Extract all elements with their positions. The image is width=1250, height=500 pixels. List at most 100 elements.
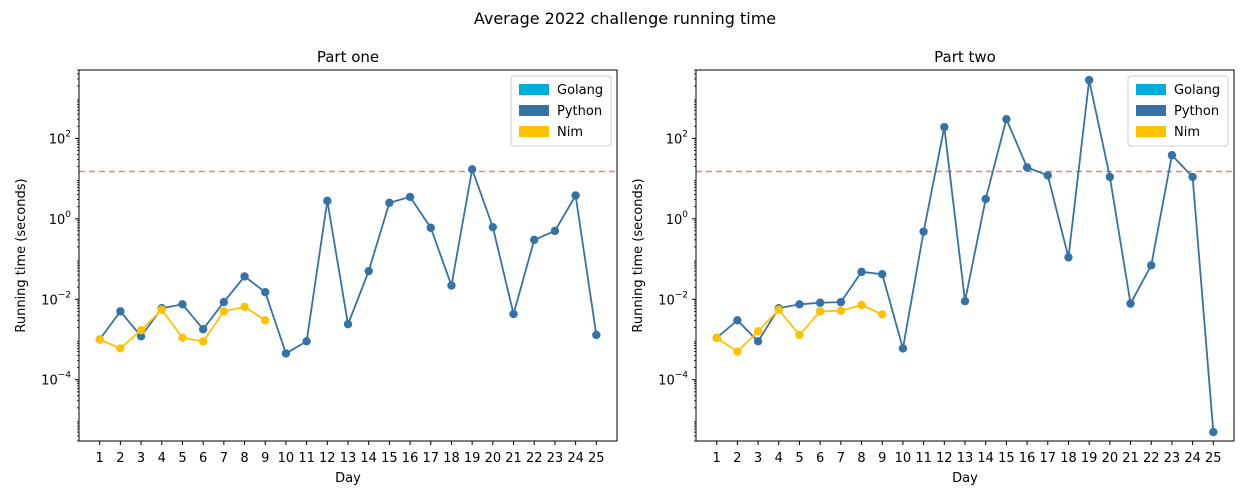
y-tick-label: 102 [49, 129, 71, 147]
data-point-python [1043, 171, 1052, 180]
data-point-nim [157, 305, 166, 314]
data-point-python [1126, 299, 1135, 308]
data-point-nim [116, 344, 125, 353]
figure-title: Average 2022 challenge running time [474, 9, 776, 28]
y-tick-base: 10 [666, 213, 683, 228]
data-point-python [733, 316, 742, 325]
y-tick-exponent: −4 [58, 371, 72, 381]
data-point-python [940, 122, 949, 132]
data-point-python [488, 222, 498, 232]
x-tick-label: 17 [422, 451, 439, 466]
data-point-python [467, 165, 477, 174]
data-point-python [178, 300, 187, 309]
y-tick-exponent: 0 [682, 210, 688, 220]
legend-swatch-golang [1136, 84, 1166, 95]
x-tick-label: 3 [754, 451, 762, 466]
data-point-python [960, 296, 970, 306]
x-tick-label: 22 [1143, 451, 1160, 466]
x-tick-label: 14 [360, 451, 377, 466]
x-tick-label: 24 [1184, 451, 1201, 466]
data-point-python [509, 309, 518, 319]
x-tick-label: 20 [1102, 451, 1119, 466]
y-axis-label: Running time (seconds) [631, 178, 646, 332]
x-axis-label: Day [335, 471, 361, 486]
x-tick-label: 23 [547, 451, 564, 466]
y-tick-exponent: −2 [675, 290, 688, 300]
data-point-python [1167, 151, 1177, 160]
y-tick-exponent: −2 [58, 290, 71, 300]
data-point-python [1084, 75, 1094, 85]
legend-swatch-nim [519, 126, 549, 137]
x-tick-label: 17 [1039, 451, 1056, 466]
data-point-python [592, 330, 601, 340]
x-tick-label: 13 [340, 451, 357, 466]
data-point-python [1188, 172, 1197, 182]
data-point-nim [795, 330, 804, 340]
y-tick-label: 100 [666, 210, 689, 228]
legend-label: Nim [557, 125, 583, 140]
x-tick-label: 7 [837, 451, 845, 466]
x-tick-label: 22 [526, 451, 543, 466]
x-tick-label: 1 [713, 451, 721, 466]
data-point-nim [178, 333, 187, 343]
data-point-nim [712, 333, 721, 343]
x-tick-label: 5 [795, 451, 803, 466]
y-tick-label: 10−4 [658, 371, 688, 389]
data-point-python [1022, 163, 1032, 172]
x-tick-label: 12 [936, 451, 953, 466]
x-tick-label: 11 [298, 451, 315, 466]
chart-part-one: 1 2 3 4 5 6 7 8 9 10 11 12 13 14 15 16 17 18 19 20 21 22 23 24 2… [14, 48, 618, 486]
subplot-title: Part two [934, 48, 996, 66]
legend-swatch-python [519, 105, 549, 116]
y-tick-exponent: 0 [65, 210, 71, 220]
x-tick-label: 16 [402, 451, 419, 466]
x-tick-label: 10 [895, 451, 912, 466]
data-point-python [836, 297, 846, 307]
x-tick-label: 4 [775, 451, 783, 466]
x-tick-label: 24 [567, 451, 584, 466]
x-tick-label: 15 [381, 451, 398, 466]
y-axis-label: Running time (seconds) [14, 178, 29, 332]
y-tick-base: 10 [41, 374, 58, 389]
data-point-python [1105, 172, 1115, 182]
data-point-python [878, 270, 887, 279]
data-point-python [364, 266, 373, 276]
data-point-python [1002, 114, 1011, 124]
y-tick-label: 10−2 [658, 290, 688, 308]
y-tick-exponent: −4 [675, 371, 689, 381]
data-point-python [1147, 261, 1156, 270]
data-point-python [530, 235, 539, 245]
data-point-nim [136, 326, 146, 335]
data-point-python [426, 223, 435, 232]
data-point-python [1209, 427, 1218, 437]
data-point-nim [240, 302, 249, 311]
data-point-python [405, 192, 415, 202]
legend-label: Python [557, 104, 602, 119]
x-tick-label: 11 [915, 451, 932, 466]
legend-label: Python [1174, 104, 1219, 119]
data-point-python [261, 287, 270, 297]
data-point-nim [753, 327, 763, 336]
x-tick-label: 19 [1081, 451, 1098, 466]
chart-part-two: 1 2 3 4 5 6 7 8 9 10 11 12 13 14 15 16 17 18 19 20 21 22 23 24 2… [631, 48, 1235, 486]
x-tick-label: 8 [857, 451, 865, 466]
x-tick-label: 23 [1164, 451, 1181, 466]
y-tick-base: 10 [658, 293, 675, 308]
data-point-python [981, 194, 990, 204]
y-tick-base: 10 [41, 293, 58, 308]
data-point-python [550, 226, 560, 236]
data-point-python [198, 325, 208, 334]
y-tick-label: 10−4 [41, 371, 71, 389]
data-point-nim [815, 307, 825, 316]
data-point-python [240, 272, 249, 281]
series-line-nim [716, 304, 883, 353]
x-tick-label: 6 [816, 451, 824, 466]
x-tick-label: 15 [998, 451, 1015, 466]
x-tick-label: 21 [505, 451, 522, 466]
legend-swatch-nim [1136, 126, 1166, 137]
data-point-nim [219, 307, 229, 316]
x-tick-label: 18 [443, 451, 460, 466]
legend-label: Nim [1174, 125, 1200, 140]
legend-swatch-golang [519, 84, 549, 95]
y-tick-label: 100 [49, 210, 72, 228]
